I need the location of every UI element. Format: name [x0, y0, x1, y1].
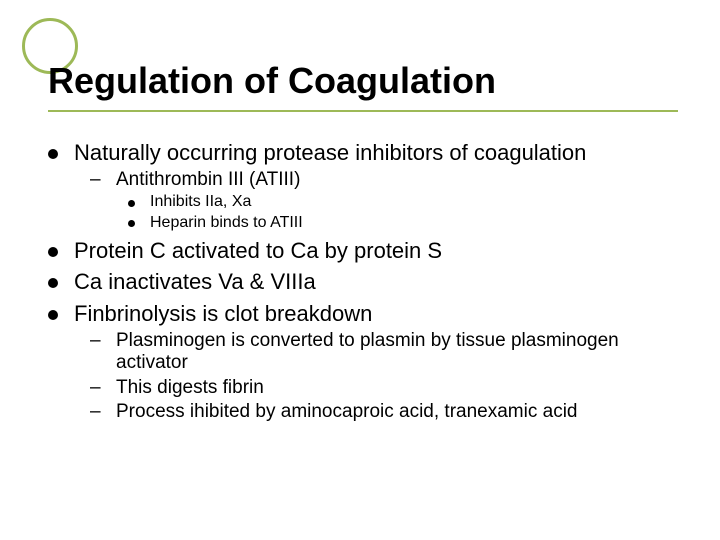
- bullet-l2: Process ihibited by aminocaproic acid, t…: [90, 401, 688, 423]
- bullet-l1: Ca inactivates Va & VIIIa: [48, 269, 688, 294]
- slide: Regulation of Coagulation Naturally occu…: [0, 0, 720, 540]
- title-underline: [48, 110, 678, 112]
- bullet-l3: Inhibits IIa, Xa: [128, 193, 688, 211]
- bullet-l1: Protein C activated to Ca by protein S: [48, 238, 688, 263]
- bullet-l2: Antithrombin III (ATIII) Inhibits IIa, X…: [90, 169, 688, 232]
- bullet-l1: Finbrinolysis is clot breakdown Plasmino…: [48, 301, 688, 424]
- bullet-text: Finbrinolysis is clot breakdown: [74, 301, 372, 326]
- bullet-text: Process ihibited by aminocaproic acid, t…: [116, 401, 578, 422]
- bullet-l2: This digests fibrin: [90, 377, 688, 399]
- bullet-list-l2: Antithrombin III (ATIII) Inhibits IIa, X…: [74, 169, 688, 232]
- bullet-text: This digests fibrin: [116, 377, 264, 398]
- bullet-text: Heparin binds to ATIII: [150, 214, 303, 231]
- bullet-text: Ca inactivates Va & VIIIa: [74, 269, 316, 294]
- bullet-text: Naturally occurring protease inhibitors …: [74, 140, 586, 165]
- bullet-list-l2: Plasminogen is converted to plasmin by t…: [74, 330, 688, 423]
- bullet-list-l3: Inhibits IIa, Xa Heparin binds to ATIII: [116, 193, 688, 232]
- bullet-l2: Plasminogen is converted to plasmin by t…: [90, 330, 688, 374]
- bullet-l1: Naturally occurring protease inhibitors …: [48, 140, 688, 232]
- bullet-text: Plasminogen is converted to plasmin by t…: [116, 330, 619, 373]
- bullet-text: Antithrombin III (ATIII): [116, 169, 300, 190]
- bullet-text: Protein C activated to Ca by protein S: [74, 238, 442, 263]
- bullet-l3: Heparin binds to ATIII: [128, 214, 688, 232]
- bullet-text: Inhibits IIa, Xa: [150, 193, 251, 210]
- slide-content: Naturally occurring protease inhibitors …: [48, 140, 688, 429]
- slide-title: Regulation of Coagulation: [48, 60, 496, 102]
- bullet-list-l1: Naturally occurring protease inhibitors …: [48, 140, 688, 423]
